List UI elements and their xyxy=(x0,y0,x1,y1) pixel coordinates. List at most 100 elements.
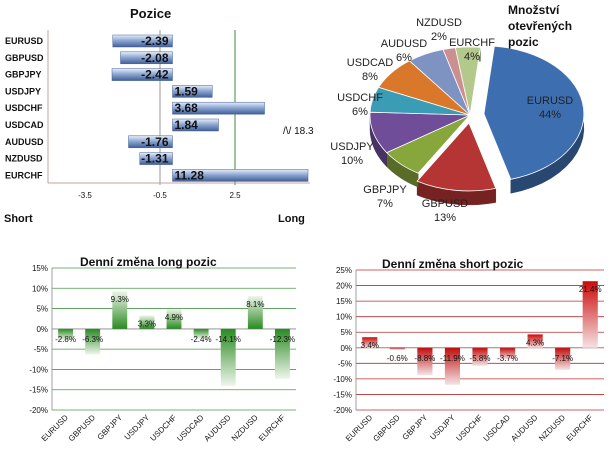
value-label-usdcad: 1.84 xyxy=(175,118,199,132)
x-tick-label-gbpjpy: GBPJPY xyxy=(95,413,124,442)
pie-label-eurchf: EURCHF 4% xyxy=(449,37,495,63)
bar-audusd xyxy=(220,328,236,387)
value-label-audusd: 4.3% xyxy=(526,338,544,347)
y-tick-label: -15% xyxy=(29,386,48,395)
y-tick-label: 5% xyxy=(340,328,352,337)
value-label-eurusd: 3.4% xyxy=(361,341,379,350)
value-label-usdchf: -5.8% xyxy=(470,354,491,363)
bar-usdchf xyxy=(166,308,182,329)
category-label-usdcad: USDCAD xyxy=(5,120,44,130)
y-tick-label: -15% xyxy=(333,390,352,399)
pie-label-usdjpy: USDJPY 10% xyxy=(330,141,374,167)
short-change-chart-title: Denní změna short pozic xyxy=(382,257,524,271)
pie-label-gbpusd: GBPUSD 13% xyxy=(422,198,469,224)
value-label-gbpusd: -2.08 xyxy=(141,51,169,65)
bar-eurchf xyxy=(274,328,290,379)
bar-gbpusd xyxy=(120,51,173,65)
bar-usdjpy xyxy=(139,315,155,329)
bar-usdchf xyxy=(172,101,265,115)
value-label-eurusd: -2.8% xyxy=(55,335,76,344)
category-label-audusd: AUDUSD xyxy=(5,137,44,147)
x-tick-label-eurusd: EURUSD xyxy=(344,413,374,443)
value-label-usdjpy: 1.59 xyxy=(175,84,199,98)
bar-gbpusd xyxy=(389,347,405,350)
value-label-usdchf: 4.9% xyxy=(165,313,183,322)
value-label-audusd: -1.76 xyxy=(141,135,169,149)
value-label-usdcad: -2.4% xyxy=(191,335,212,344)
x-tick-label-nzdusd: NZDUSD xyxy=(537,413,567,443)
bar-audusd xyxy=(527,334,543,348)
bar-eurusd xyxy=(362,337,378,348)
positions-chart-bars: -2.39 -2.08 -2.42 1.59 3.68 1.84 -1.76 -1.31 11.… xyxy=(111,34,309,182)
bar-nzdusd xyxy=(139,152,173,165)
bar-nzdusd xyxy=(555,347,571,370)
bar-gbpjpy xyxy=(417,347,433,376)
x-tick-label: 2.5 xyxy=(229,191,241,200)
x-tick-label-usdchf: USDCHF xyxy=(148,413,178,443)
long-side-label: Long xyxy=(278,213,305,225)
bar-eurusd xyxy=(112,34,173,48)
x-tick-label: -0.5 xyxy=(153,191,167,200)
open-positions-pie-labels: EURUSD 44% GBPUSD 13% GBPJPY 7% USDJPY 10% USDCH… xyxy=(330,17,573,224)
x-tick-label-gbpusd: GBPUSD xyxy=(67,413,97,443)
bar-eurusd xyxy=(58,328,74,341)
bar-usdchf xyxy=(472,347,488,366)
value-label-usdcad: -3.7% xyxy=(497,354,518,363)
y-tick-label: -10% xyxy=(333,375,352,384)
value-label-nzdusd: 8.1% xyxy=(246,300,264,309)
bar-nzdusd xyxy=(247,295,263,329)
value-label-usdjpy: -11.9% xyxy=(440,354,465,363)
category-label-eurchf: EURCHF xyxy=(5,170,43,180)
value-label-eurchf: 21.4% xyxy=(579,285,602,294)
y-tick-label: -5% xyxy=(34,345,48,354)
y-tick-label: 10% xyxy=(336,313,352,322)
pie-label-usdcad: USDCAD 8% xyxy=(347,57,394,83)
value-label-nzdusd: -1.31 xyxy=(141,152,169,166)
y-tick-label: 20% xyxy=(336,282,352,291)
bar-usdcad xyxy=(499,347,516,360)
bar-eurchf xyxy=(582,281,598,348)
y-tick-label: -20% xyxy=(29,406,48,415)
bar-gbpusd xyxy=(85,328,101,355)
bar-usdjpy xyxy=(172,85,213,98)
x-tick-label-gbpusd: GBPUSD xyxy=(371,413,401,443)
pie-slice-gbpusd xyxy=(416,122,497,192)
long-change-chart-title: Denní změna long pozic xyxy=(80,255,217,269)
bar-usdjpy xyxy=(444,347,461,385)
x-tick-label-audusd: AUDUSD xyxy=(509,413,539,443)
category-label-nzdusd: NZDUSD xyxy=(5,154,43,164)
x-tick-label-gbpjpy: GBPJPY xyxy=(401,413,430,442)
pie-slice-eurchf xyxy=(454,46,481,116)
bar-gbpjpy xyxy=(111,68,173,81)
y-tick-label: -5% xyxy=(338,359,352,368)
value-label-audusd: -14.1% xyxy=(216,335,241,344)
short-change-chart: 25% 20% 15% 10% 5% 0% -5% -10% -15% -20% 3.4% EURUS… xyxy=(333,266,604,443)
category-label-usdchf: USDCHF xyxy=(5,103,43,113)
x-tick-label-usdcad: USDCAD xyxy=(175,413,205,443)
x-tick-label-usdjpy: USDJPY xyxy=(428,413,457,442)
y-tick-label: -10% xyxy=(29,365,48,374)
pie-label-usdchf: USDCHF 6% xyxy=(337,92,383,118)
y-tick-label: 5% xyxy=(36,305,48,314)
value-label-usdjpy: 3.3% xyxy=(138,319,156,328)
y-tick-label: 25% xyxy=(336,266,352,275)
bar-usdcad xyxy=(193,328,209,339)
category-label-eurusd: EURUSD xyxy=(5,36,44,46)
value-label-nzdusd: -7.1% xyxy=(552,354,573,363)
value-label-eurusd: -2.39 xyxy=(141,34,169,48)
bar-gbpjpy xyxy=(112,291,128,329)
x-tick-label-eurusd: EURUSD xyxy=(40,413,70,443)
y-tick-label: 15% xyxy=(32,264,48,273)
x-tick-label-usdjpy: USDJPY xyxy=(123,413,152,442)
positions-chart-title: Pozice xyxy=(130,6,171,21)
pie-label-nzdusd: NZDUSD 2% xyxy=(416,17,462,43)
pie-label-audusd: AUDUSD 6% xyxy=(381,38,428,64)
short-side-label: Short xyxy=(4,213,33,225)
category-label-usdjpy: USDJPY xyxy=(5,86,41,96)
value-label-gbpusd: -6.3% xyxy=(82,335,103,344)
bar-audusd xyxy=(128,135,173,149)
open-positions-pie xyxy=(369,45,585,206)
value-label-usdchf: 3.68 xyxy=(175,101,199,115)
y-tick-label: 0% xyxy=(340,344,352,353)
